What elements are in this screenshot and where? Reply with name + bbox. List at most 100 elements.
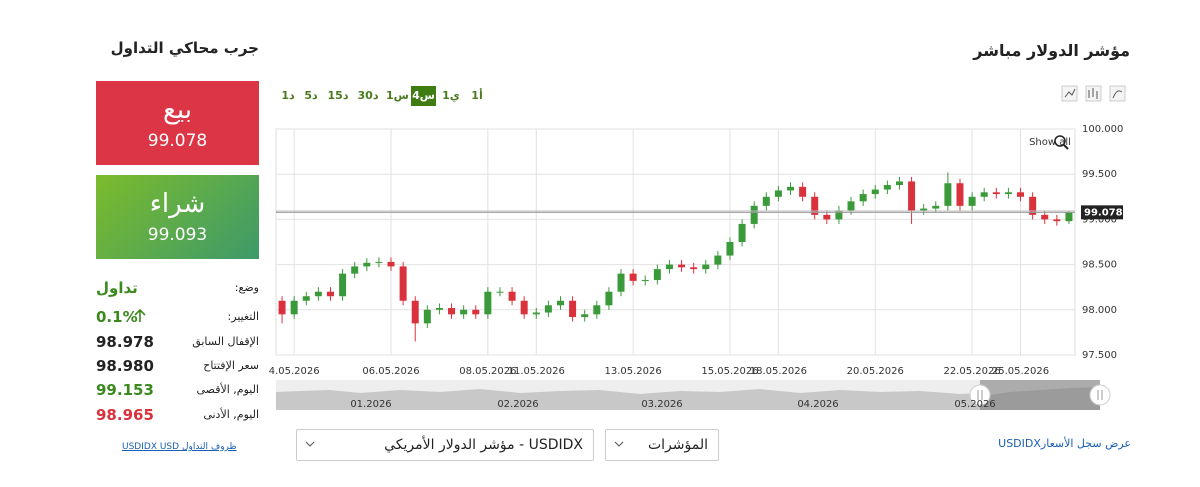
candle-body [435,307,443,310]
candle-body [520,300,528,315]
category-select[interactable]: المؤشرات [605,429,719,461]
candle-body [1065,212,1073,222]
timeframe-button[interactable]: 1ي [442,89,460,102]
x-tick-label: 18.05.2026 [750,366,807,377]
candle-body [665,264,673,270]
navigator-label: 04.2026 [797,399,838,410]
symbol-select-text: USDIDX - مؤشر الدولار الأمريكي [384,437,583,453]
price-history-link[interactable]: USDIDXعرض سجل الأسعار [998,437,1131,450]
candle-body [847,201,855,211]
stat-value: 99.153 [96,381,154,399]
candle-body [641,279,649,281]
stat-value: 98.978 [96,333,154,351]
candle-body [508,291,516,301]
candle-body [714,255,722,265]
candle-body [1029,196,1037,215]
candle-body [774,190,782,197]
navigator-label: 01.2026 [350,399,391,410]
chevron [305,441,315,447]
timeframe-button[interactable]: 5د [304,89,318,102]
up-arrow-icon [134,309,146,322]
x-tick-label: 25.05.2026 [992,366,1049,377]
stat-label: سعر الإفتتاح [203,359,259,372]
sidebar-title: جرب محاكي التداول [110,39,259,57]
x-tick-label: 11.05.2026 [508,366,565,377]
candle-body [678,264,686,268]
candle-body [835,210,843,220]
show-all-button[interactable]: Show all [1029,137,1071,148]
candle-body [968,196,976,206]
price-tag-label: 99.078 [1084,207,1123,218]
candle-body [351,266,359,274]
price-tag [1081,205,1123,220]
candle-body [895,181,903,186]
candle-body [314,291,322,297]
stat-value: 0.1% [96,308,138,326]
navigator-labels: 01.2026 02.2026 03.2026 04.2026 05.2026 [350,399,995,410]
candle-body [932,205,940,209]
candle-body [1004,192,1012,195]
candle-body [908,181,916,211]
trading-conditions-link[interactable]: USDIDX USD ظروف التداول [122,442,237,452]
candle-body [1053,219,1061,222]
stat-label: الإقفال السابق [192,335,259,348]
stat-row: وضع: تداول [96,279,259,299]
candle-body [1017,192,1025,197]
navigator-handle[interactable] [969,384,991,406]
navigator-label: 02.2026 [497,399,538,410]
candle-body [726,242,734,256]
candle-body [859,194,867,202]
candle-body [738,223,746,242]
candle-body [484,291,492,315]
plot-area [275,128,1076,356]
symbol-select[interactable]: USDIDX - مؤشر الدولار الأمريكي [296,429,594,461]
timeframe-button[interactable]: 30د [357,89,379,102]
candle-body [581,314,589,318]
candle-body [762,196,770,206]
stat-row: اليوم, الأدنى 98.965 [96,406,259,426]
candle-body [339,273,347,297]
candle-body [799,186,807,197]
candle-body [617,273,625,292]
sell-button[interactable]: بيع 99.078 [96,81,259,165]
timeframe-button[interactable]: 1س [386,89,409,102]
chevron [614,441,624,447]
candle-body [811,196,819,215]
candle-body [1041,214,1049,220]
navigator-window[interactable] [980,380,1100,410]
buy-button[interactable]: شراء 99.093 [96,175,259,259]
stat-row: سعر الإفتتاح 98.980 [96,357,259,377]
candle-body [605,291,613,306]
candle-body [363,262,371,267]
candle-body [411,300,419,324]
timeframe-button[interactable]: 1أ [471,89,483,102]
y-tick-label: 99.500 [1082,169,1117,180]
timeframe-button[interactable]: 15د [327,89,349,102]
candle-body [290,300,298,315]
y-tick-label: 98.000 [1082,305,1117,316]
candle-body [375,261,383,263]
candle-body [326,291,334,297]
candle-body [544,305,552,313]
stat-value: تداول [96,279,138,297]
y-tick-label: 97.500 [1082,350,1117,361]
buy-label: شراء [149,189,206,219]
candle-body [944,183,952,206]
timeframe-button[interactable]: 4س [411,86,436,106]
x-tick-label: 13.05.2026 [604,366,661,377]
candle-body [750,205,758,224]
candles [276,172,1075,342]
candle-body [956,183,964,206]
category-select-text: المؤشرات [647,437,708,453]
buy-price: 99.093 [147,225,208,245]
timeframe-button[interactable]: 1د [281,89,295,102]
chart-type-icons[interactable] [1061,85,1126,102]
candle-body [496,291,504,293]
stat-value: 98.965 [96,406,154,424]
candle-body [460,309,468,315]
stat-row: اليوم, الأقصى 99.153 [96,381,259,401]
stat-value: 98.980 [96,357,154,375]
navigator-handle[interactable] [1089,384,1111,406]
y-tick-label: 98.500 [1082,260,1117,271]
